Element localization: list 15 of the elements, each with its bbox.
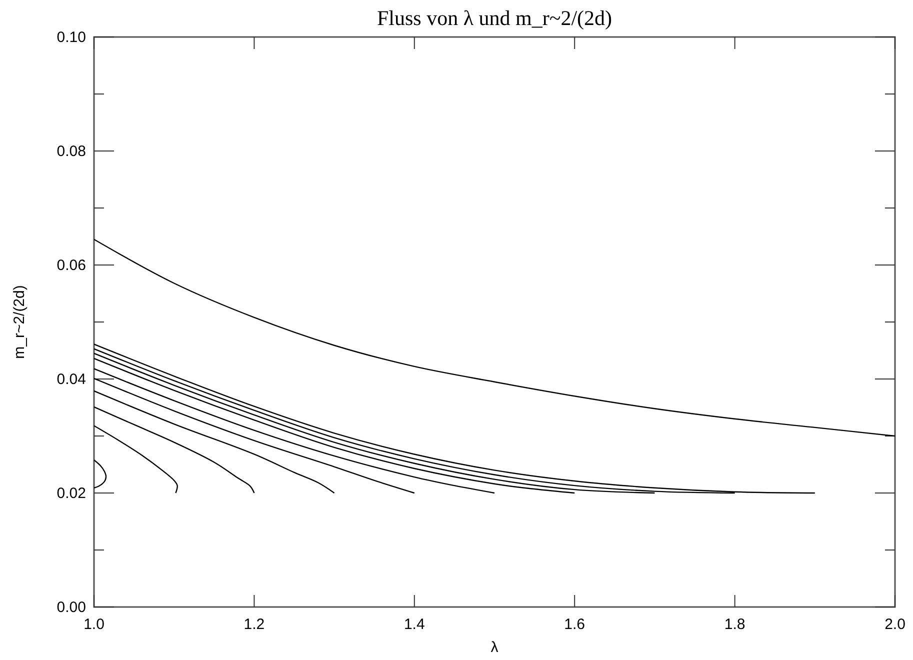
y-tick-label: 0.02 xyxy=(56,485,86,502)
x-tick-label: 1.6 xyxy=(564,616,586,633)
y-tick-label: 0.06 xyxy=(56,257,86,274)
x-tick-label: 1.2 xyxy=(244,616,265,633)
chart-title: Fluss von λ und m_r~2/(2d) xyxy=(376,6,612,30)
x-tick-label: 1.8 xyxy=(724,616,746,633)
y-axis-title: m_r~2/(2d) xyxy=(11,285,28,359)
y-tick-label: 0.04 xyxy=(56,371,86,388)
x-tick-label: 1.4 xyxy=(404,616,425,633)
y-tick-label: 0.08 xyxy=(56,143,86,160)
x-tick-label: 2.0 xyxy=(884,616,906,633)
x-tick-label: 1.0 xyxy=(84,616,104,633)
y-tick-label: 0.10 xyxy=(56,29,86,46)
y-tick-label: 0.00 xyxy=(56,599,86,616)
x-axis-title: λ xyxy=(490,639,499,656)
